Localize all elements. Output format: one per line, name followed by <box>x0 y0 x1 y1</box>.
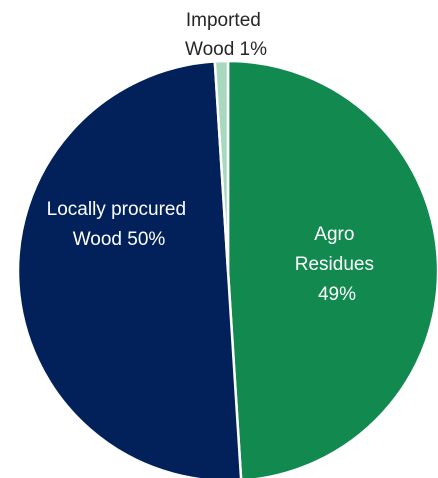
label-imported-wood-line1: Imported <box>186 10 261 31</box>
pie-slice-locally-procured-wood <box>16 60 243 478</box>
pie-slices <box>16 59 438 478</box>
label-imported-wood-line2: Wood 1% <box>185 39 267 60</box>
label-locally-procured-wood-line1: Locally procured <box>47 199 186 220</box>
label-imported-wood: Imported Wood 1% <box>185 10 267 60</box>
label-agro-residues-line2: Residues <box>295 254 374 275</box>
label-agro-residues-line3: 49% <box>318 284 356 305</box>
label-locally-procured-wood: Locally procured Wood 50% <box>47 199 192 250</box>
pie-slice-imported-wood <box>213 59 230 273</box>
label-locally-procured-wood-line2: Wood 50% <box>73 229 166 250</box>
pie-labels: Agro Residues 49% Locally procured Wood … <box>47 10 380 305</box>
label-agro-residues-line1: Agro <box>314 224 354 245</box>
label-agro-residues: Agro Residues 49% <box>295 224 380 305</box>
